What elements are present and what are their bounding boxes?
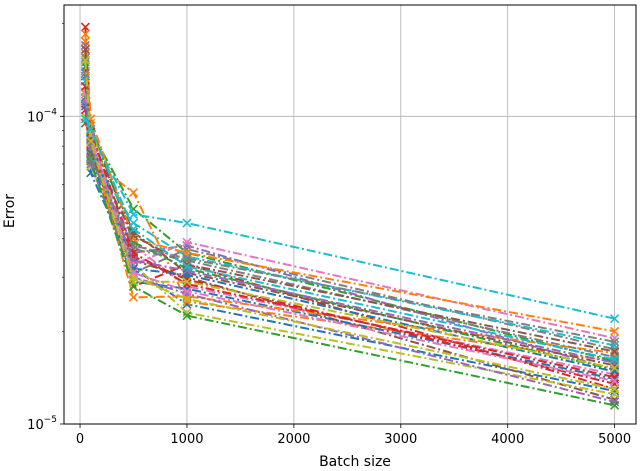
data-point [128, 241, 139, 251]
plot-frame [63, 4, 637, 425]
y-tick-label: 10−4 [27, 107, 57, 125]
data-point [128, 209, 139, 219]
series-group [80, 22, 620, 410]
data-point [128, 292, 139, 302]
x-axis: 0 1000 2000 3000 4000 5000 [76, 424, 631, 447]
x-tick-label: 4000 [491, 432, 524, 447]
y-tick-label: 10−5 [27, 415, 57, 433]
data-point [610, 400, 620, 410]
x-tick-label: 2000 [277, 432, 310, 447]
data-point [610, 346, 620, 357]
data-point [182, 294, 192, 304]
data-point [80, 114, 90, 124]
data-point [182, 286, 192, 296]
x-tick-label: 5000 [598, 432, 631, 447]
x-tick-label: 0 [76, 432, 84, 447]
series-line [84, 94, 615, 382]
x-tick-label: 1000 [170, 432, 203, 447]
data-point [610, 337, 620, 347]
data-point [182, 253, 192, 264]
data-point [86, 124, 96, 134]
data-point [80, 29, 90, 39]
series-30 [80, 114, 620, 365]
data-point [610, 376, 620, 386]
data-point [182, 311, 192, 321]
data-point [182, 244, 192, 254]
series-29 [80, 55, 620, 373]
data-point [182, 277, 192, 287]
data-point [80, 55, 90, 65]
data-point [128, 188, 139, 198]
data-point [80, 44, 90, 54]
y-axis: 10−5 10−4 [27, 23, 64, 433]
data-point [182, 237, 192, 247]
data-point [610, 354, 620, 365]
x-tick-label: 3000 [384, 432, 417, 447]
series-line [84, 27, 615, 390]
data-point [80, 22, 90, 32]
data-point [610, 363, 620, 373]
data-point [86, 154, 96, 164]
data-point [610, 314, 620, 324]
data-point [610, 326, 620, 336]
data-point [610, 384, 620, 394]
data-point [80, 40, 90, 50]
y-axis-label: Error [2, 194, 18, 228]
data-point [86, 136, 96, 146]
data-point [182, 218, 192, 228]
x-axis-label: Batch size [319, 454, 391, 470]
data-point [128, 224, 139, 234]
data-point [182, 261, 192, 272]
data-point [128, 277, 139, 287]
